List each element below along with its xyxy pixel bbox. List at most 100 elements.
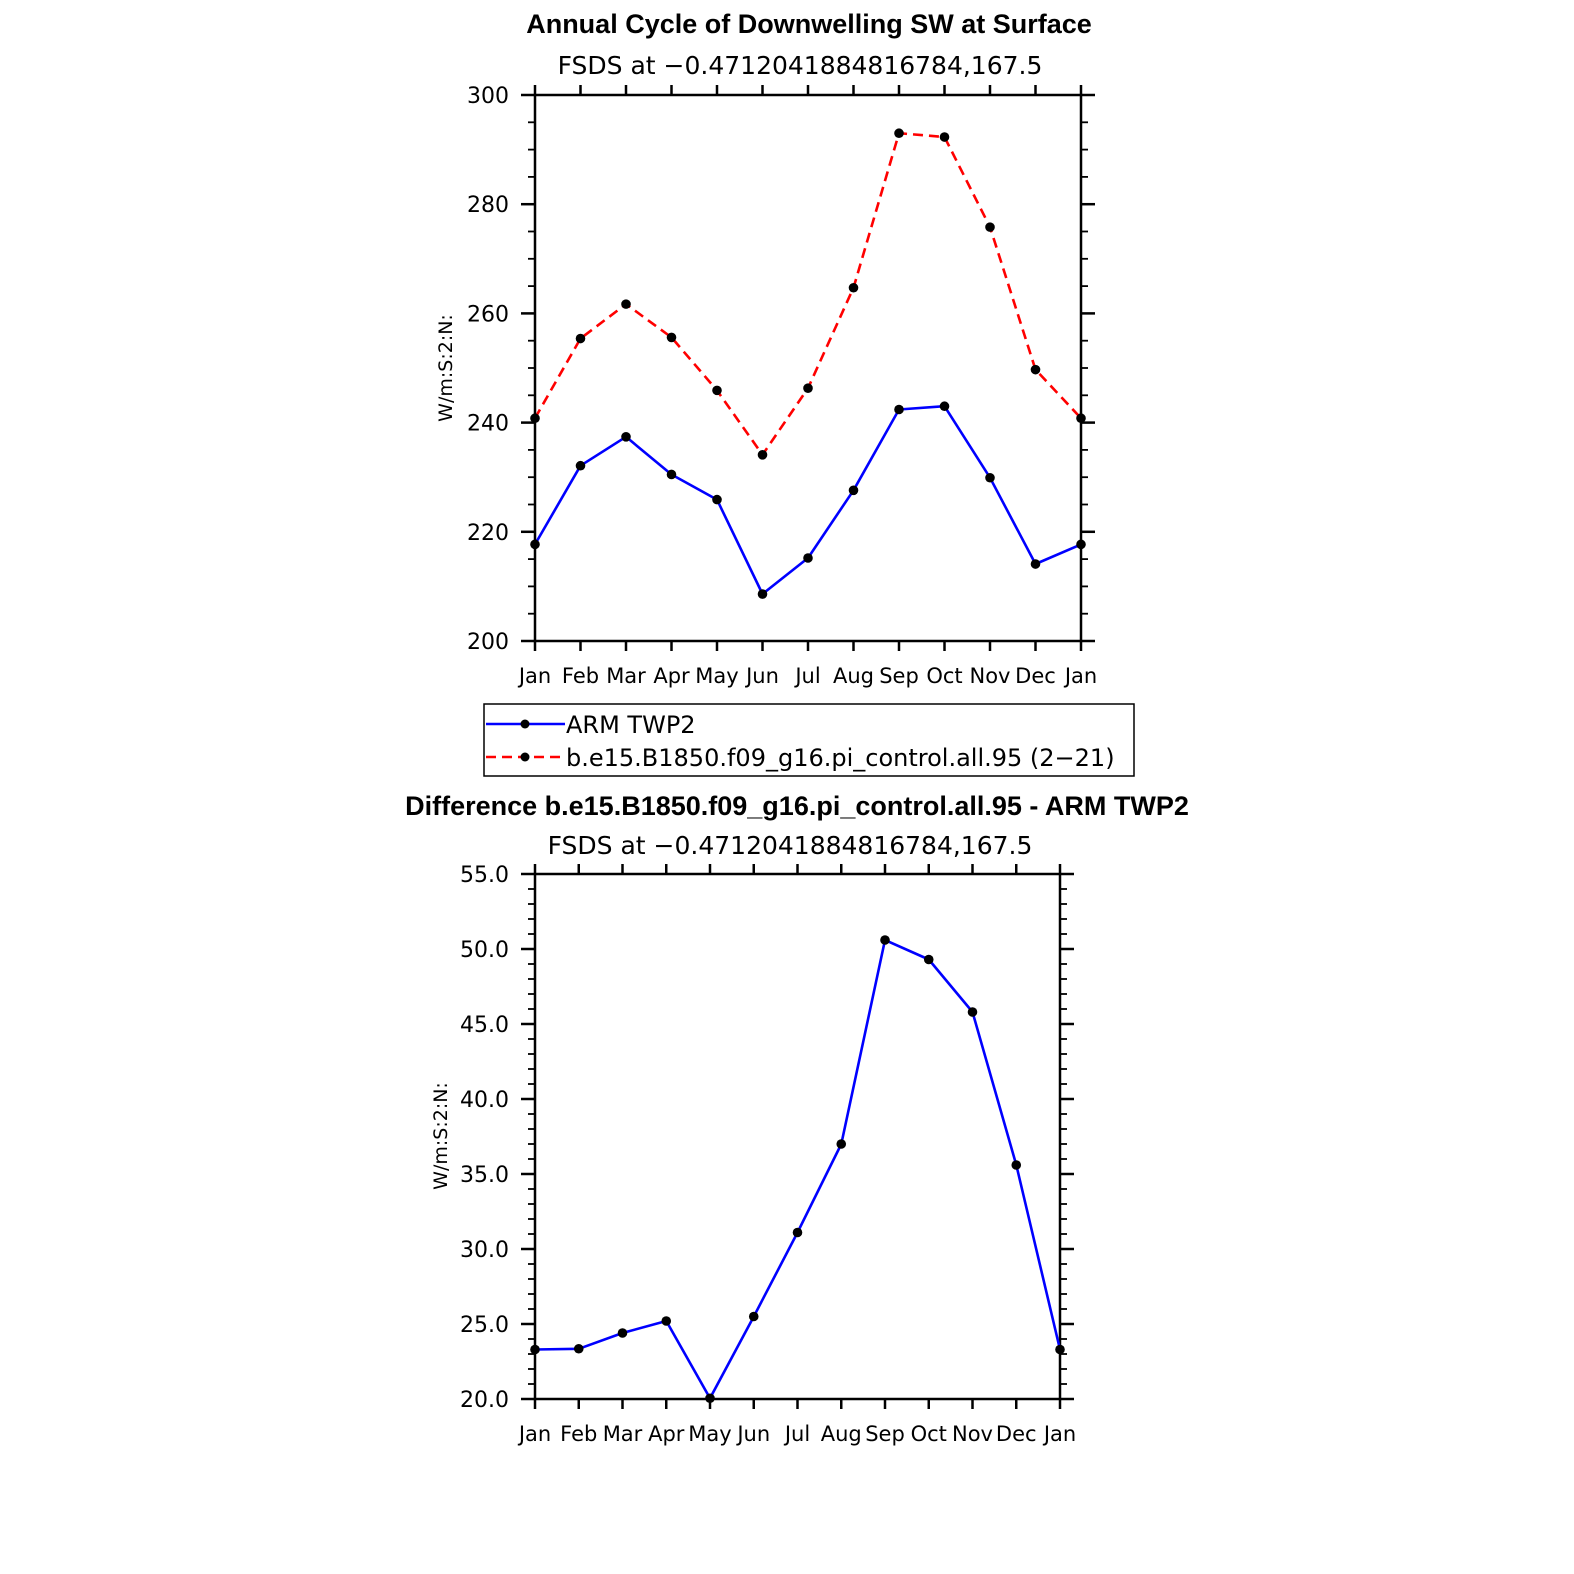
tick-labels: Jan Feb Mar Apr May Jun Jul Aug Sep Oct Nov Dec Jan2… — [460, 863, 1076, 1446]
data-point — [575, 460, 586, 471]
y-tick-label: 45.0 — [460, 1013, 509, 1038]
x-tick-label: Apr — [648, 1422, 685, 1446]
x-tick-label: Feb — [562, 664, 599, 688]
chart-subtitle: FSDS at −0.4712041884816784,167.5 — [548, 831, 1033, 860]
x-tick-label: Jun — [744, 664, 779, 688]
y-tick-label: 240 — [467, 412, 509, 437]
x-tick-label: Jan — [1063, 664, 1097, 688]
data-point — [803, 553, 813, 563]
data-point — [1055, 1344, 1065, 1355]
data-point — [661, 1316, 672, 1326]
y-tick-label: 300 — [467, 84, 509, 109]
annual-cycle-chart: Annual Cycle of Downwelling SW at Surfac… — [435, 9, 1097, 688]
x-tick-label: Jan — [517, 664, 551, 688]
tick-labels: Jan Feb Mar Apr May Jun Jul Aug Sep Oct Nov Dec Jan2… — [467, 84, 1097, 688]
data-point — [1030, 364, 1041, 375]
legend-marker-arm — [520, 719, 530, 729]
data-point — [748, 1311, 759, 1322]
x-tick-label: Nov — [970, 664, 1011, 688]
data-point — [880, 935, 890, 945]
data-point — [985, 222, 995, 232]
series-line-0 — [533, 404, 1082, 596]
plot-frame — [521, 864, 1074, 1409]
y-tick-label: 25.0 — [460, 1313, 509, 1338]
data-point — [757, 589, 768, 599]
data-point — [575, 333, 586, 344]
y-tick-label: 50.0 — [460, 938, 509, 963]
plot-frame — [521, 85, 1095, 651]
data-point — [894, 128, 904, 139]
data-point — [803, 383, 813, 394]
data-point — [985, 472, 995, 483]
data-point — [712, 494, 722, 505]
data-point — [666, 469, 677, 480]
data-point — [617, 1328, 628, 1338]
difference-chart: Difference b.e15.B1850.f09_g16.pi_contro… — [405, 791, 1189, 1446]
data-point — [712, 385, 722, 396]
x-tick-label: Dec — [996, 1422, 1037, 1446]
data-point — [836, 1139, 847, 1149]
series-line-0 — [534, 938, 1062, 1400]
x-tick-label: Apr — [653, 664, 690, 688]
x-tick-label: Aug — [821, 1422, 862, 1446]
data-point — [1011, 1160, 1022, 1170]
data-point — [621, 299, 631, 309]
legend-box — [483, 703, 1135, 777]
x-tick-label: Sep — [865, 1422, 905, 1446]
y-tick-label: 35.0 — [460, 1163, 509, 1188]
data-point — [757, 450, 768, 460]
x-tick-label: Jan — [1042, 1422, 1076, 1446]
series-group — [530, 128, 1086, 599]
data-point — [530, 539, 540, 550]
x-tick-label: Jun — [735, 1422, 770, 1446]
data-point — [621, 431, 631, 442]
data-point — [848, 282, 859, 293]
y-tick-label: 40.0 — [460, 1088, 509, 1113]
plot-border — [533, 872, 1062, 1401]
x-tick-label: May — [688, 1422, 731, 1446]
data-point — [792, 1227, 803, 1238]
chart-title: Difference b.e15.B1850.f09_g16.pi_contro… — [405, 791, 1189, 821]
x-tick-label: Feb — [560, 1422, 597, 1446]
y-tick-label: 200 — [467, 630, 509, 655]
y-tick-label: 20.0 — [460, 1388, 509, 1413]
legend-marker-model — [520, 752, 530, 762]
data-point — [894, 404, 904, 415]
x-tick-label: Mar — [603, 1422, 643, 1446]
y-axis-label: W/m:S:2:N: — [435, 314, 457, 422]
x-tick-label: Mar — [606, 664, 646, 688]
x-tick-label: Oct — [926, 664, 962, 688]
x-tick-label: Oct — [911, 1422, 947, 1446]
data-point — [1076, 413, 1086, 424]
y-tick-label: 220 — [467, 521, 509, 546]
legend-label-arm: ARM TWP2 — [566, 711, 696, 739]
x-tick-label: Jul — [793, 664, 820, 688]
x-tick-label: Jan — [517, 1422, 551, 1446]
data-point — [967, 1007, 978, 1017]
x-tick-label: Sep — [879, 664, 919, 688]
y-tick-label: 30.0 — [460, 1238, 509, 1263]
series-group — [530, 935, 1065, 1404]
data-point — [666, 332, 677, 343]
data-point — [1030, 559, 1041, 569]
data-point — [848, 485, 859, 496]
series-line-1 — [533, 131, 1082, 457]
y-axis-label: W/m:S:2:N: — [430, 1082, 452, 1190]
x-tick-label: Jul — [783, 1422, 810, 1446]
data-point — [939, 401, 950, 412]
y-tick-label: 260 — [467, 302, 509, 327]
data-point — [530, 413, 540, 424]
legend: ARM TWP2 b.e15.B1850.f09_g16.pi_control.… — [483, 703, 1135, 777]
data-point — [939, 132, 950, 142]
data-point — [923, 954, 934, 965]
y-tick-label: 280 — [467, 193, 509, 218]
chart-title: Annual Cycle of Downwelling SW at Surfac… — [526, 9, 1092, 39]
y-tick-label: 55.0 — [460, 863, 509, 888]
data-point — [530, 1344, 540, 1355]
chart-subtitle: FSDS at −0.4712041884816784,167.5 — [558, 51, 1043, 80]
x-tick-label: Aug — [833, 664, 874, 688]
x-tick-label: Nov — [952, 1422, 993, 1446]
legend-label-model: b.e15.B1850.f09_g16.pi_control.all.95 (2… — [566, 744, 1115, 772]
x-tick-label: May — [695, 664, 738, 688]
